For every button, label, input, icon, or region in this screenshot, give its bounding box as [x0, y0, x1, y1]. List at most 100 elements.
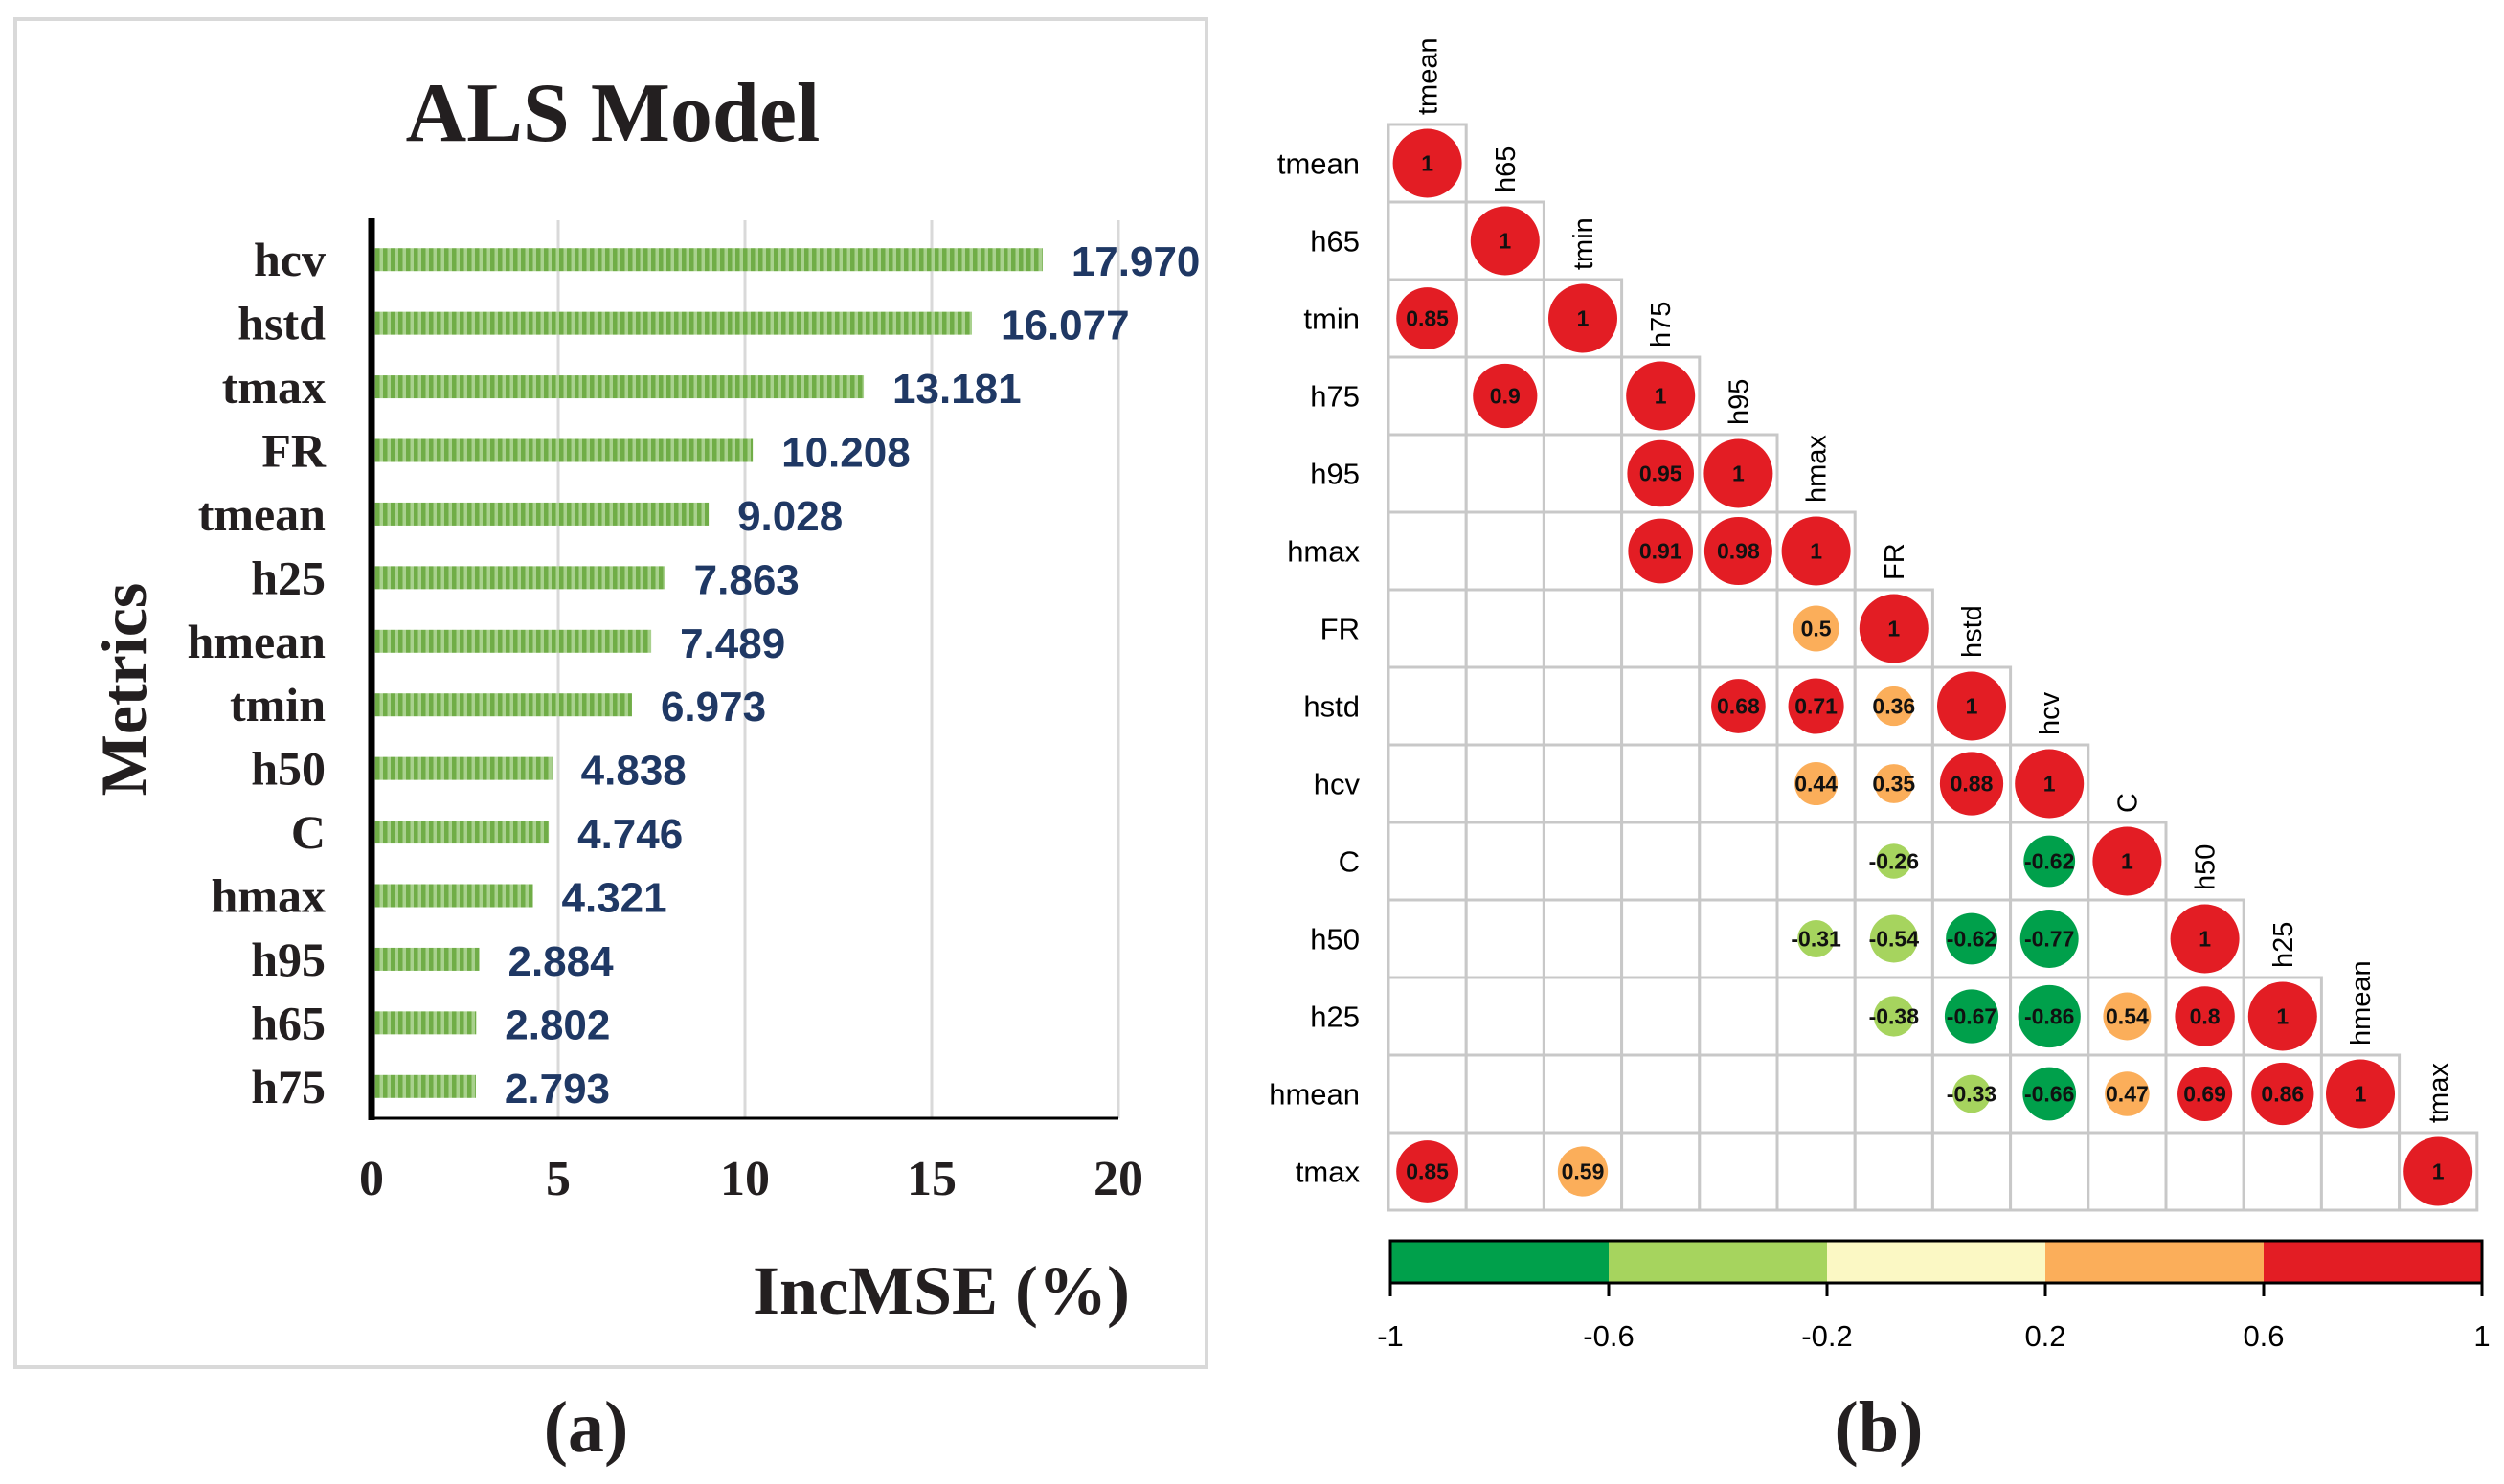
matrix-cell — [1387, 665, 1468, 747]
correlation-value: 0.98 — [1717, 539, 1760, 564]
correlation-circle — [1952, 1074, 1991, 1113]
correlation-value: 0.36 — [1872, 694, 1915, 719]
matrix-cell — [1620, 976, 1702, 1057]
correlation-value: 0.47 — [2106, 1082, 2149, 1107]
correlation-value: 1 — [1499, 229, 1511, 254]
matrix-cell — [1387, 510, 1468, 592]
correlation-circle — [1557, 1146, 1609, 1197]
matrix-cell — [2319, 1131, 2402, 1212]
matrix-cell — [1542, 1053, 1624, 1135]
value-label: 17.970 — [1072, 238, 1201, 285]
row-label: h75 — [1310, 380, 1360, 414]
correlation-circle — [1392, 128, 1462, 198]
row-label: h50 — [1310, 923, 1360, 956]
matrix-cell — [1620, 588, 1702, 669]
column-label: tmax — [2424, 1063, 2454, 1123]
matrix-cell — [1464, 588, 1545, 669]
colorbar-tick-label: 0.6 — [2243, 1319, 2284, 1353]
category-label: h25 — [251, 551, 326, 604]
matrix-cell — [2009, 1131, 2090, 1212]
row-label: h25 — [1310, 1001, 1360, 1034]
correlation-value: 1 — [2355, 1082, 2367, 1107]
matrix-cell — [1853, 1053, 1934, 1135]
correlation-value: 0.8 — [2190, 1004, 2221, 1029]
correlation-circle — [1396, 1140, 1458, 1203]
matrix-cell — [1620, 1053, 1702, 1135]
matrix-cell — [1698, 743, 1779, 824]
matrix-cell — [1464, 278, 1545, 359]
column-label: hstd — [1957, 605, 1988, 658]
matrix-cell — [1620, 743, 1702, 824]
column-label: h65 — [1491, 146, 1522, 192]
correlation-value: 0.54 — [2106, 1004, 2149, 1029]
matrix-cell — [1542, 821, 1624, 902]
column-label: tmin — [1568, 217, 1599, 270]
correlation-circle — [2247, 981, 2317, 1051]
matrix-cell — [1387, 1053, 1468, 1135]
correlation-value: 1 — [1732, 461, 1745, 486]
correlation-circle — [1548, 283, 1617, 353]
matrix-cell — [2164, 1131, 2245, 1212]
column-label: h25 — [2268, 922, 2299, 968]
correlation-value: 0.86 — [2261, 1082, 2304, 1107]
category-label: h75 — [251, 1060, 326, 1113]
correlation-value: 0.95 — [1639, 461, 1682, 486]
correlation-value: 1 — [2432, 1159, 2445, 1184]
correlation-value: -0.26 — [1869, 849, 1919, 874]
correlation-circle — [1711, 679, 1766, 733]
matrix-cell — [1775, 821, 1857, 902]
correlation-value: 0.71 — [1794, 694, 1838, 719]
panel-label-b: (b) — [1835, 1387, 1924, 1468]
bar-tmin — [372, 693, 632, 717]
matrix-cell — [1542, 588, 1624, 669]
correlation-circle — [2177, 1066, 2233, 1122]
category-label: h50 — [251, 742, 326, 796]
bar-hcv — [372, 248, 1043, 272]
matrix-cell — [1542, 898, 1624, 979]
correlation-circle — [1470, 206, 1540, 276]
matrix-cell — [1464, 433, 1545, 514]
matrix-cell — [1387, 743, 1468, 824]
correlation-circle — [1944, 989, 1999, 1044]
correlation-circle — [2170, 904, 2240, 974]
row-label: FR — [1320, 613, 1360, 646]
column-label: tmean — [1413, 37, 1444, 115]
correlation-circle — [1869, 914, 1918, 963]
correlation-value: -0.86 — [2024, 1004, 2074, 1029]
correlation-value: 1 — [2121, 849, 2133, 874]
correlation-circle — [2251, 1062, 2314, 1126]
panel-a-frame — [13, 17, 1208, 1369]
correlation-value: 1 — [1887, 617, 1900, 641]
matrix-cell — [1542, 665, 1624, 747]
correlation-value: 0.35 — [1872, 772, 1915, 797]
correlation-circle — [2403, 1136, 2473, 1206]
category-label: tmin — [230, 678, 326, 731]
matrix-cell — [1698, 898, 1779, 979]
bar-tmean — [372, 502, 710, 526]
correlation-circle — [1788, 678, 1844, 734]
matrix-cell — [1387, 898, 1468, 979]
bar-chart-xlabel: IncMSE (%) — [753, 1252, 1130, 1329]
correlation-circle — [1874, 686, 1914, 727]
row-label: hmean — [1269, 1078, 1360, 1112]
bar-FR — [372, 438, 754, 462]
correlation-circle — [2019, 910, 2079, 968]
correlation-value: 0.91 — [1639, 539, 1682, 564]
correlation-value: -0.62 — [1947, 927, 1996, 952]
matrix-cell — [1930, 821, 2013, 902]
correlation-circle — [1937, 671, 2006, 741]
correlation-circle — [1628, 518, 1694, 584]
matrix-cell — [1464, 821, 1545, 902]
row-label: h65 — [1310, 225, 1360, 259]
value-label: 2.793 — [505, 1066, 610, 1113]
correlation-circle — [2018, 984, 2081, 1048]
matrix-cell — [1464, 665, 1545, 747]
correlation-value: 1 — [2276, 1004, 2289, 1029]
value-label: 7.863 — [694, 556, 800, 603]
correlation-value: -0.66 — [2024, 1082, 2074, 1107]
correlation-circle — [2326, 1059, 2395, 1129]
matrix-cell — [1387, 200, 1468, 281]
correlation-value: 0.85 — [1406, 1159, 1449, 1184]
row-label: hmax — [1287, 535, 1360, 569]
bar-chart: 0 5 10 15 20 hcv 17.970 hstd 16.077 tmax 13.181 FR 1… — [188, 218, 1201, 1206]
